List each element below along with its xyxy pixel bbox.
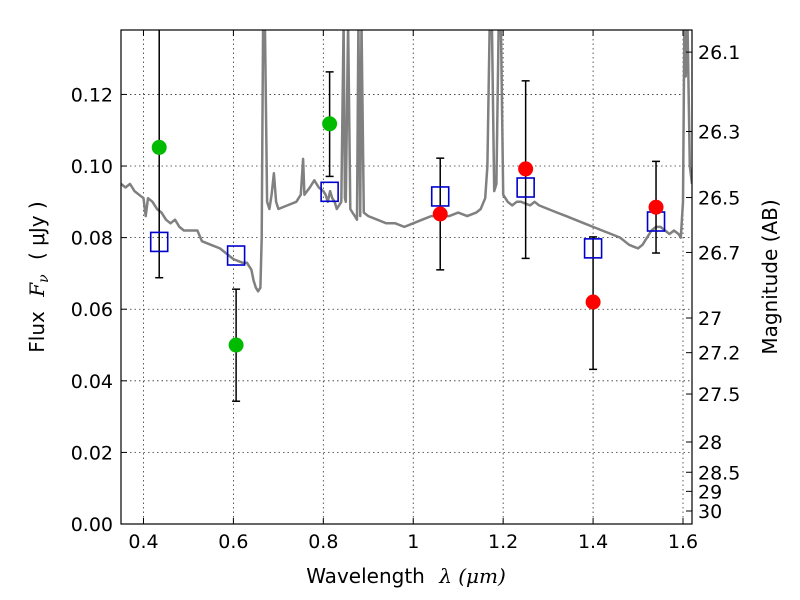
y-tick-label: 0.02 [71, 442, 113, 464]
x-tick-label: 0.8 [308, 531, 338, 553]
model-square-marker [149, 231, 169, 253]
x-tick-label: 1.6 [668, 531, 698, 553]
mag-tick-label: 27 [698, 308, 722, 330]
x-axis-label-symbol: λ (μm) [438, 564, 506, 588]
model-square-marker [320, 181, 339, 203]
red-circle-marker [518, 161, 534, 177]
data-markers [149, 116, 666, 353]
model-square-marker [430, 186, 450, 207]
y-axis-label-unit: ( μJy ) [25, 201, 49, 260]
x-tick-label: 1.2 [488, 531, 518, 553]
y-tick-label: 0.06 [71, 299, 113, 321]
green-circle-marker [322, 116, 338, 132]
sed-model-curve [121, 30, 692, 293]
x-tick-label: 0.4 [128, 531, 158, 553]
x-axis-label-main: Wavelength [306, 564, 425, 588]
plot-frame [120, 29, 693, 525]
y-tick-label: 0.04 [71, 371, 113, 393]
green-circle-marker [228, 337, 244, 353]
red-circle-marker [432, 206, 448, 222]
mag-tick-label: 26.3 [698, 121, 740, 143]
y-axis-label-main: Flux [25, 311, 49, 353]
sed-curve-line [121, 30, 692, 293]
mag-tick-label: 26.1 [698, 42, 740, 64]
x-tick-label: 1 [407, 531, 419, 553]
y-tick-label: 0.12 [71, 84, 113, 106]
x-tick-label: 0.6 [218, 531, 248, 553]
red-circle-marker [585, 294, 601, 310]
y-tick-label: 0.00 [71, 514, 113, 536]
y-axis-label: Flux Fν ( μJy ) [25, 201, 53, 352]
x-axis-label: Wavelength λ (μm) [306, 564, 506, 588]
x-tick-label: 1.4 [578, 531, 608, 553]
green-circle-marker [151, 139, 167, 155]
y2-axis-label: Magnitude (AB) [758, 199, 782, 354]
red-circle-marker [648, 199, 664, 215]
mag-tick-label: 27.2 [698, 343, 740, 365]
mag-tick-label: 26.5 [698, 188, 740, 210]
mag-tick-label: 29 [698, 481, 722, 503]
mag-tick-label: 28.5 [698, 462, 740, 484]
y-tick-label: 0.10 [71, 156, 113, 178]
mag-tick-label: 30 [698, 501, 722, 523]
model-square-marker [583, 238, 603, 259]
mag-tick-label: 27.5 [698, 384, 740, 406]
axis-ticks: 0.4 0.6 0.8 1 1.2 1.4 1.6 0.00 0.02 0.04 0.06 0.08 0… [71, 30, 740, 553]
y-axis-label-subscript: ν [36, 274, 52, 283]
mag-tick-label: 26.7 [698, 242, 740, 264]
model-square-marker [516, 177, 535, 198]
grid [121, 30, 692, 525]
y-tick-label: 0.08 [71, 228, 113, 250]
y-axis-label-symbol: F [25, 282, 49, 298]
model-square-marker [226, 245, 246, 266]
mag-tick-label: 28 [698, 432, 722, 454]
